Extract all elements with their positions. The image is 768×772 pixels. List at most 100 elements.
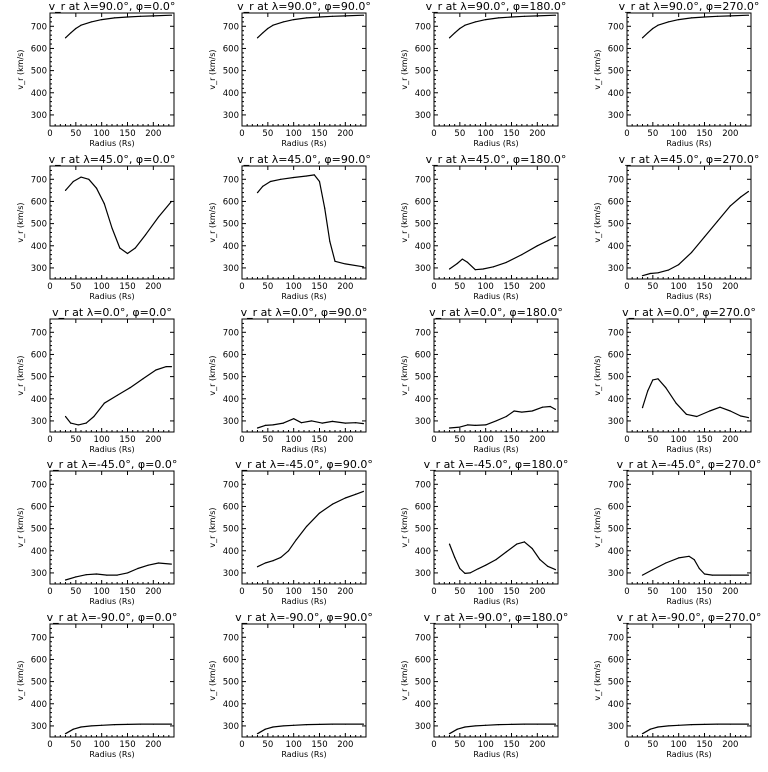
x-tick-label: 0	[47, 129, 52, 139]
x-tick-label: 150	[119, 129, 135, 139]
y-tick-label: 400	[608, 242, 624, 252]
data-point	[521, 411, 523, 413]
data-point	[170, 563, 173, 565]
series-line	[65, 14, 172, 39]
data-point	[464, 572, 466, 574]
data-point	[485, 724, 487, 726]
data-point	[495, 420, 497, 422]
y-tick-label: 600	[223, 197, 239, 207]
series-line	[257, 490, 364, 568]
x-tick-label: 0	[624, 282, 629, 292]
y-tick-label: 400	[608, 89, 624, 99]
data-point	[541, 406, 544, 408]
data-point	[362, 14, 365, 16]
y-tick-label: 400	[223, 700, 239, 710]
x-tick-label: 200	[337, 129, 353, 139]
data-point	[693, 559, 695, 561]
data-point	[729, 15, 731, 17]
data-point	[152, 15, 154, 17]
x-tick-label: 150	[696, 435, 712, 445]
data-point	[485, 564, 487, 566]
y-axis-label: v_r (km/s)	[16, 49, 25, 89]
data-point	[547, 565, 549, 567]
data-point	[269, 180, 272, 183]
data-point	[262, 185, 264, 187]
plot-frame	[433, 12, 559, 127]
data-point	[454, 32, 456, 34]
data-point	[280, 178, 282, 180]
data-point	[362, 490, 365, 492]
data-point	[256, 427, 259, 429]
data-point	[321, 422, 323, 424]
series-line	[449, 236, 556, 271]
data-point	[147, 564, 149, 566]
data-point	[675, 402, 677, 404]
data-point	[318, 723, 321, 725]
data-point	[740, 196, 742, 198]
data-point	[106, 574, 108, 576]
y-tick-label: 500	[31, 220, 47, 230]
data-point	[80, 24, 82, 26]
data-point	[113, 723, 116, 726]
data-point	[641, 407, 644, 409]
plot-frame	[241, 470, 367, 585]
x-tick-label: 0	[431, 129, 436, 139]
chart-panel: v_r at λ=45.0°, φ=90.0° 0 50 100 150 200 300 40…	[208, 153, 371, 301]
x-tick-label: 200	[529, 587, 545, 597]
y-axis-label: v_r (km/s)	[593, 202, 602, 242]
data-point	[331, 420, 334, 422]
x-tick-label: 50	[262, 740, 273, 750]
y-axis-label: v_r (km/s)	[16, 507, 25, 547]
x-tick-label: 150	[119, 587, 135, 597]
series-line	[449, 405, 556, 429]
chart-panel: v_r at λ=-45.0°, φ=90.0° 0 50 100 150 200 300 4…	[208, 458, 373, 606]
chart-title: v_r at λ=45.0°, φ=270.0°	[619, 153, 760, 166]
data-point	[95, 573, 98, 575]
x-tick-label: 100	[94, 129, 110, 139]
data-point	[678, 263, 680, 266]
x-tick-label: 150	[119, 282, 135, 292]
chart-title: v_r at λ=90.0°, φ=180.0°	[426, 0, 567, 13]
y-tick-label: 400	[608, 547, 624, 557]
data-point	[70, 32, 72, 34]
y-tick-label: 600	[31, 197, 47, 207]
y-axis-label: v_r (km/s)	[208, 355, 217, 395]
x-tick-label: 0	[431, 435, 436, 445]
chart-panel: v_r at λ=90.0°, φ=270.0° 0 50 100 150 200 300 4…	[593, 0, 759, 148]
plot-frame	[433, 165, 559, 280]
chart-title: v_r at λ=0.0°, φ=180.0°	[429, 306, 563, 319]
data-point	[334, 260, 336, 262]
y-tick-label: 700	[31, 633, 47, 643]
data-point	[536, 15, 538, 17]
data-point	[474, 424, 476, 426]
x-axis-label: Radius (Rs)	[473, 139, 518, 148]
data-point	[311, 420, 313, 422]
data-point	[272, 24, 274, 26]
y-tick-label: 700	[608, 633, 624, 643]
data-point	[466, 424, 469, 426]
y-tick-label: 300	[415, 569, 431, 579]
data-point	[497, 17, 500, 19]
data-point	[690, 251, 693, 254]
data-point	[101, 19, 103, 21]
plot-frame	[626, 12, 752, 127]
data-point	[492, 266, 495, 268]
chart-title: v_r at λ=0.0°, φ=270.0°	[622, 306, 756, 319]
data-point	[305, 17, 308, 19]
x-tick-label: 150	[311, 587, 327, 597]
chart-title: v_r at λ=-45.0°, φ=180.0°	[424, 458, 569, 471]
y-tick-label: 400	[223, 547, 239, 557]
data-point	[264, 728, 266, 730]
y-tick-label: 500	[223, 525, 239, 535]
data-point	[649, 272, 651, 275]
data-point	[703, 573, 706, 575]
y-tick-label: 700	[31, 175, 47, 185]
data-point	[300, 422, 303, 424]
data-point	[510, 723, 513, 725]
data-point	[531, 410, 533, 412]
series-line	[257, 174, 364, 268]
data-point	[448, 37, 451, 39]
data-point	[698, 567, 700, 570]
data-point	[495, 559, 497, 561]
data-point	[667, 269, 669, 271]
